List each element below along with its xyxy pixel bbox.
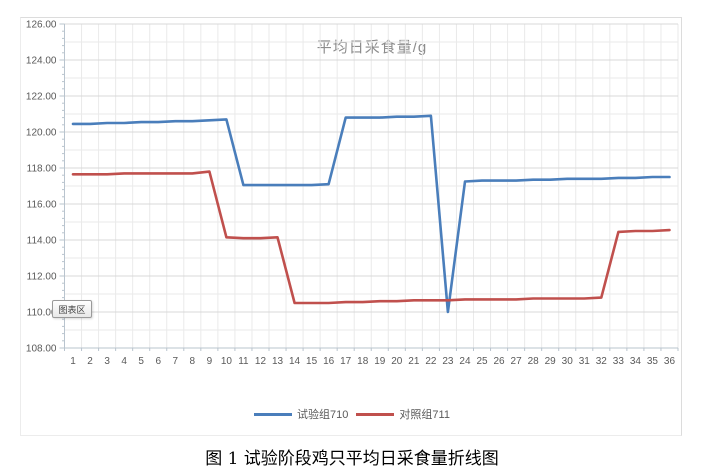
y-axis-label: 124.00 (26, 56, 57, 67)
legend-item-test-group[interactable]: 试验组710 (254, 406, 348, 422)
legend-swatch-blue (254, 412, 293, 416)
series-line-0[interactable] (71, 114, 671, 314)
x-axis-label: 8 (190, 356, 196, 367)
x-axis-label: 32 (596, 356, 608, 367)
y-axis-label: 112.00 (27, 272, 57, 283)
x-axis-label: 4 (121, 356, 127, 367)
x-axis-label: 34 (630, 356, 642, 367)
x-axis-label: 30 (562, 356, 574, 367)
x-axis-label: 5 (138, 356, 144, 367)
x-axis-label: 7 (172, 356, 178, 367)
x-axis-label: 6 (155, 356, 161, 367)
x-axis-label: 26 (494, 356, 506, 367)
x-axis-label: 15 (306, 356, 318, 367)
chart-area[interactable]: 平均日采食量/g 126.00 124.00 122.00 120.00 118.00 1… (20, 17, 682, 436)
figure-caption: 图 1 试验阶段鸡只平均日采食量折线图 (205, 449, 499, 469)
x-axis-label: 22 (425, 356, 437, 367)
x-axis-label: 1 (70, 356, 76, 367)
x-axis-label: 35 (647, 356, 659, 367)
x-axis-label: 25 (476, 356, 488, 367)
plot-canvas: 126.00 124.00 122.00 120.00 118.00 116.00 114.… (26, 20, 679, 367)
x-axis-label: 11 (238, 356, 249, 367)
x-axis-label: 16 (323, 356, 335, 367)
x-axis-label: 20 (391, 356, 403, 367)
legend-swatch-red (356, 412, 395, 416)
y-axis-label: 110.00 (27, 308, 57, 319)
x-axis-label: 17 (340, 356, 352, 367)
x-axis-label: 12 (255, 356, 267, 367)
y-axis-label: 108.00 (26, 344, 57, 355)
y-axis-label: 118.00 (27, 164, 57, 175)
x-axis-label: 33 (613, 356, 625, 367)
x-axis-label: 24 (459, 356, 471, 367)
legend-item-control-group[interactable]: 对照组711 (356, 406, 450, 422)
legend-label: 对照组711 (399, 409, 450, 421)
x-axis-label: 19 (374, 356, 386, 367)
x-axis-label: 3 (104, 356, 110, 367)
y-axis-label: 116.00 (27, 200, 57, 211)
x-axis-label: 2 (87, 356, 93, 367)
legend: 试验组710 对照组711 (21, 406, 683, 422)
x-axis-label: 18 (357, 356, 369, 367)
chart-area-tooltip: 图表区 (52, 300, 92, 318)
x-axis-label: 27 (511, 356, 523, 367)
x-axis-label: 14 (289, 356, 301, 367)
y-axis-label: 126.00 (26, 20, 57, 31)
x-axis-label: 23 (442, 356, 454, 367)
x-axis-label: 28 (528, 356, 540, 367)
x-axis-label: 9 (207, 356, 213, 367)
x-axis-label: 10 (221, 356, 233, 367)
x-axis-label: 36 (664, 356, 676, 367)
y-axis-label: 122.00 (26, 92, 57, 103)
y-axis-label: 114.00 (27, 236, 57, 247)
x-axis-label: 13 (272, 356, 284, 367)
series-line-1[interactable] (71, 170, 671, 305)
y-axis-label: 120.00 (26, 128, 57, 139)
x-axis-label: 21 (408, 356, 420, 367)
x-axis-label: 29 (545, 356, 557, 367)
x-axis-label: 31 (579, 356, 591, 367)
legend-label: 试验组710 (297, 409, 349, 421)
